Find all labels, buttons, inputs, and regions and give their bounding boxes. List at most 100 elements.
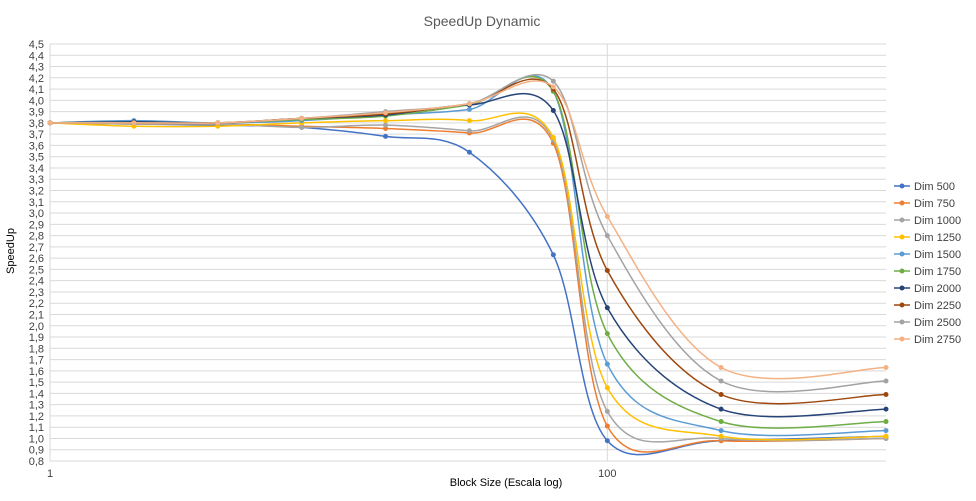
data-point	[883, 364, 889, 370]
y-tick-label: 4,5	[29, 39, 44, 51]
y-tick-label: 3,7	[29, 129, 44, 141]
legend-marker	[899, 285, 905, 291]
legend-marker	[899, 183, 905, 189]
legend-entry: Dim 1750	[914, 266, 961, 278]
y-tick-label: 1,5	[29, 377, 44, 389]
data-point	[466, 106, 472, 112]
data-point	[550, 107, 556, 113]
y-tick-label: 1,7	[29, 355, 44, 367]
legend-marker	[899, 217, 905, 223]
data-point	[883, 428, 889, 434]
legend-entry: Dim 2750	[914, 334, 961, 346]
legend-entry: Dim 2250	[914, 300, 961, 312]
legend-marker	[899, 336, 905, 342]
data-point	[718, 433, 724, 439]
y-tick-label: 1,4	[29, 388, 44, 400]
x-axis-ticks: 1 100	[47, 468, 617, 480]
data-point	[718, 378, 724, 384]
legend-entry: Dim 2000	[914, 283, 961, 295]
legend-marker	[899, 251, 905, 257]
y-tick-label: 2,7	[29, 242, 44, 254]
data-point	[604, 268, 610, 274]
y-tick-label: 2,3	[29, 287, 44, 299]
data-point	[215, 120, 221, 126]
data-point	[466, 101, 472, 107]
y-tick-label: 3,5	[29, 152, 44, 164]
data-point	[604, 385, 610, 391]
y-tick-label: 1,2	[29, 411, 44, 423]
data-point	[604, 213, 610, 219]
data-point	[604, 233, 610, 239]
y-tick-label: 3,4	[29, 163, 44, 175]
y-tick-label: 3,0	[29, 208, 44, 220]
x-tick-label: 1	[47, 468, 53, 480]
series-line	[49, 118, 887, 453]
data-point	[383, 133, 389, 139]
y-tick-label: 3,6	[29, 140, 44, 152]
data-point	[550, 78, 556, 84]
legend: Dim 500 Dim 750 Dim 1000 Dim 1250 Dim 1500 Di…	[894, 181, 961, 346]
series-line	[50, 80, 887, 380]
y-axis-ticks: 0,80,91,01,11,21,31,41,51,61,71,81,92,0 2…	[29, 39, 44, 468]
data-point	[383, 118, 389, 124]
data-point	[604, 423, 610, 429]
data-point	[466, 118, 472, 124]
data-point	[883, 378, 889, 384]
y-tick-label: 0,9	[29, 445, 44, 457]
data-point	[299, 115, 305, 121]
legend-entry: Dim 2500	[914, 317, 961, 329]
data-point	[299, 124, 305, 130]
y-tick-label: 1,9	[29, 332, 44, 344]
y-tick-label: 0,8	[29, 456, 44, 468]
legend-entry: Dim 750	[914, 198, 955, 210]
series-line	[49, 92, 887, 418]
series-line	[50, 78, 887, 405]
data-point	[47, 120, 53, 126]
legend-marker	[899, 302, 905, 308]
y-tick-label: 3,2	[29, 186, 44, 198]
y-tick-label: 1,1	[29, 422, 44, 434]
y-tick-label: 2,6	[29, 253, 44, 265]
y-tick-label: 1,8	[29, 343, 44, 355]
legend-entry: Dim 1250	[914, 232, 961, 244]
legend-entry: Dim 1500	[914, 249, 961, 261]
y-tick-label: 4,3	[29, 62, 44, 74]
y-tick-label: 4,0	[29, 95, 44, 107]
legend-marker	[899, 234, 905, 240]
data-point	[604, 361, 610, 367]
data-point	[883, 419, 889, 425]
data-point	[604, 331, 610, 337]
y-tick-label: 2,0	[29, 321, 44, 333]
y-tick-label: 4,2	[29, 73, 44, 85]
y-axis-label: SpeedUp	[5, 228, 17, 274]
data-point	[718, 392, 724, 398]
y-tick-label: 3,1	[29, 197, 44, 209]
y-tick-label: 2,8	[29, 231, 44, 243]
data-point	[718, 364, 724, 370]
data-point	[718, 406, 724, 412]
data-point	[550, 135, 556, 141]
y-tick-label: 1,3	[29, 400, 44, 412]
legend-entry: Dim 500	[914, 181, 955, 193]
data-point	[131, 120, 137, 126]
y-tick-label: 1,0	[29, 433, 44, 445]
data-point	[604, 408, 610, 414]
data-point	[466, 149, 472, 155]
series-line	[49, 112, 887, 441]
data-point	[550, 84, 556, 90]
data-point	[466, 128, 472, 134]
y-tick-label: 3,3	[29, 174, 44, 186]
legend-marker	[899, 319, 905, 325]
data-point	[718, 428, 724, 434]
legend-marker	[899, 200, 905, 206]
y-tick-label: 2,9	[29, 219, 44, 231]
gridlines	[49, 43, 886, 462]
y-tick-label: 4,4	[29, 50, 44, 62]
y-tick-label: 2,4	[29, 276, 44, 288]
chart-title: SpeedUp Dynamic	[424, 13, 541, 29]
data-point	[883, 406, 889, 412]
y-tick-label: 1,6	[29, 366, 44, 378]
data-point	[604, 438, 610, 444]
data-point	[604, 305, 610, 311]
